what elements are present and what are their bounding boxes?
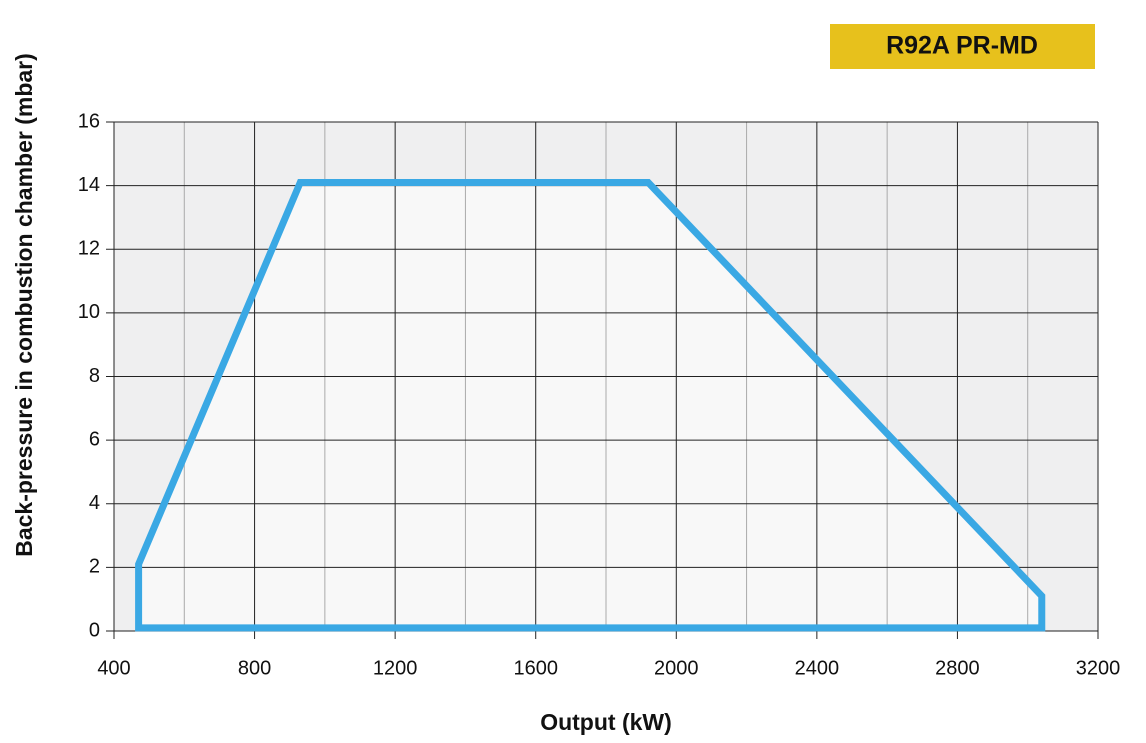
x-tick-label: 800 [238,657,271,679]
y-tick-label: 6 [89,428,100,450]
y-axis-title: Back-pressure in combustion chamber (mba… [11,53,37,557]
y-tick-label: 4 [89,492,100,514]
data [135,178,1046,632]
y-tick-label: 12 [78,238,100,260]
working-field [135,178,1046,632]
x-tick-label: 400 [97,657,130,679]
y-tick-label: 8 [89,365,100,387]
x-tick-label: 3200 [1076,657,1121,679]
y-tick-label: 0 [89,619,100,641]
y-tick-label: 2 [89,556,100,578]
working-field-fill [138,182,1042,628]
x-tick-label: 2000 [654,657,699,679]
title-badge [830,24,1095,69]
x-tick-label: 1200 [373,657,418,679]
x-tick-label: 2400 [795,657,840,679]
chart-title: R92A PR-MD [886,32,1038,60]
y-tick-label: 16 [78,110,100,132]
x-tick-label: 2800 [935,657,980,679]
x-axis-title: Output (kW) [540,709,672,735]
x-tick-label: 1600 [513,657,558,679]
y-tick-label: 10 [78,301,100,323]
y-tick-label: 14 [78,174,100,196]
